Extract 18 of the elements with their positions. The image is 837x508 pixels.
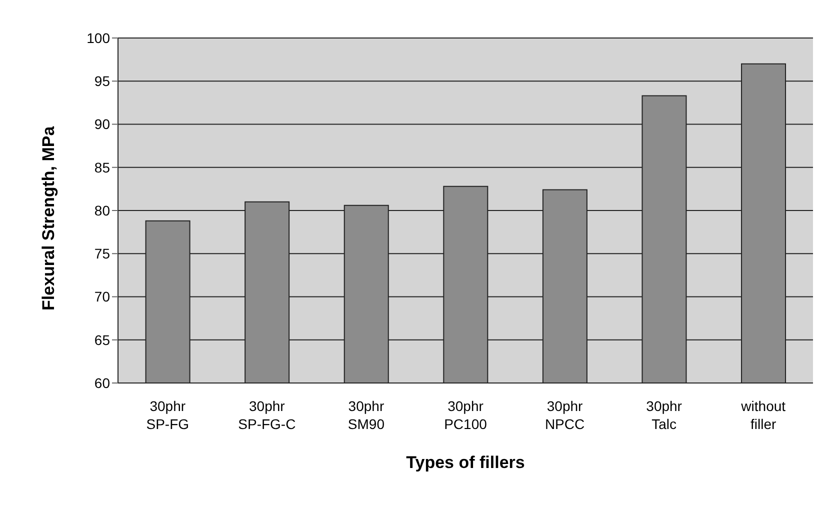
- y-tick-label: 75: [94, 246, 110, 262]
- x-axis-title: Types of fillers: [406, 453, 525, 472]
- y-tick-label: 60: [94, 374, 110, 391]
- x-tick-label: 30phr SP-FG: [146, 398, 190, 432]
- x-tick-label: 30phr Talc: [646, 398, 682, 432]
- y-tick-label: 65: [94, 332, 110, 348]
- y-tick-label: 80: [94, 202, 110, 218]
- x-tick-label: 30phr SM90: [348, 398, 385, 432]
- y-axis-title: Flexural Strength, MPa: [39, 126, 58, 310]
- x-tick-label: 30phr NPCC: [544, 398, 585, 432]
- y-tick-label: 95: [94, 73, 110, 90]
- x-tick-label: 30phr PC100: [444, 398, 488, 432]
- y-tick-label: 90: [94, 116, 110, 132]
- x-tick-label: without filler: [740, 398, 786, 432]
- y-tick-label: 70: [94, 288, 110, 305]
- x-tick-label: 30phr SP-FG-C: [238, 398, 296, 432]
- y-tick-label: 100: [86, 30, 110, 46]
- y-tick-label: 85: [94, 159, 110, 176]
